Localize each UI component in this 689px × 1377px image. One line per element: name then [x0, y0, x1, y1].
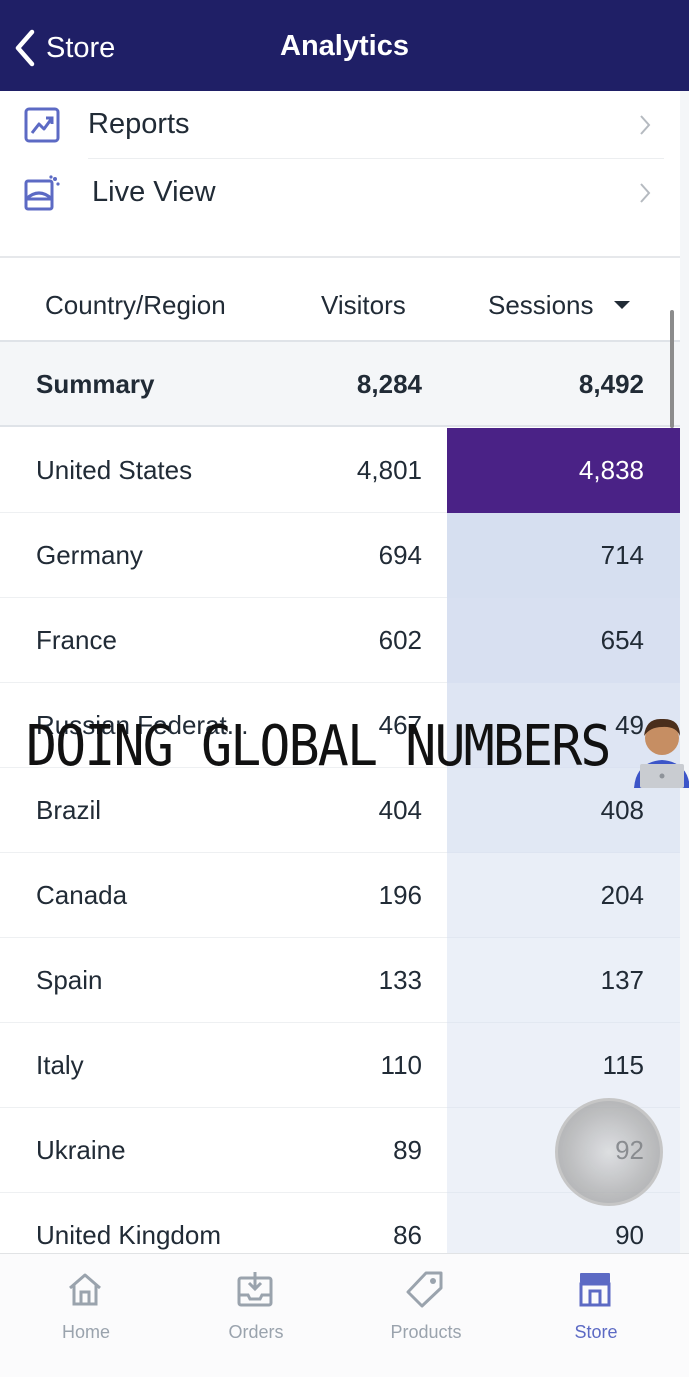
country-name: Russian Federat... [36, 710, 249, 740]
visitors-value: 110 [380, 1050, 422, 1080]
back-button[interactable]: Store [12, 26, 115, 70]
column-header-visitors[interactable]: Visitors [321, 290, 406, 320]
table-row[interactable]: Spain 133 137 [0, 938, 680, 1023]
sessions-value: 115 [602, 1050, 644, 1080]
table-row[interactable]: Russian Federat... 467 49 [0, 683, 680, 768]
sessions-heat-cell [447, 1023, 680, 1108]
tag-icon [406, 1271, 443, 1308]
tab-orders[interactable]: Orders [170, 1254, 342, 1377]
sessions-value: 137 [600, 965, 644, 995]
country-name: Ukraine [36, 1135, 126, 1165]
sessions-value: 90 [615, 1220, 644, 1250]
back-label: Store [46, 31, 116, 64]
country-name: Spain [36, 965, 103, 995]
sessions-value: 204 [600, 880, 644, 910]
store-icon [579, 1273, 611, 1307]
chevron-right-icon [640, 115, 651, 135]
sessions-heat-cell [447, 428, 680, 513]
summary-visitors: 8,284 [356, 369, 422, 399]
tab-store[interactable]: Store [510, 1254, 682, 1377]
sort-descending-icon[interactable] [614, 301, 630, 309]
visitors-value: 89 [393, 1135, 422, 1165]
menu-item-live-view[interactable]: Live View [0, 159, 680, 227]
orders-inbox-icon [237, 1272, 273, 1307]
sessions-value: 49 [615, 710, 644, 740]
country-name: United Kingdom [36, 1220, 221, 1250]
visitors-value: 694 [378, 540, 422, 570]
chevron-right-icon [640, 183, 651, 203]
sessions-heat-cell [447, 938, 680, 1023]
sessions-heat-cell [447, 598, 680, 683]
table-row[interactable]: Germany 694 714 [0, 513, 680, 598]
tab-label: Products [390, 1322, 462, 1342]
country-name: Canada [36, 880, 128, 910]
table-row[interactable]: Italy 110 115 [0, 1023, 680, 1108]
tab-home[interactable]: Home [0, 1254, 172, 1377]
summary-row: Summary 8,284 8,492 [0, 342, 680, 427]
visitors-value: 404 [378, 795, 422, 825]
visitors-value: 133 [378, 965, 422, 995]
tab-products[interactable]: Products [340, 1254, 512, 1377]
visitors-value: 602 [378, 625, 422, 655]
touch-indicator [555, 1098, 663, 1206]
home-icon [69, 1273, 101, 1306]
column-header-country[interactable]: Country/Region [45, 290, 226, 320]
tab-label: Store [574, 1322, 618, 1342]
summary-sessions: 8,492 [578, 369, 644, 399]
table-row[interactable]: France 602 654 [0, 598, 680, 683]
visitors-value: 86 [393, 1220, 422, 1250]
column-header-sessions[interactable]: Sessions [488, 290, 594, 320]
visitors-value: 4,801 [356, 455, 422, 485]
country-name: France [36, 625, 117, 655]
sessions-heat-cell [447, 768, 680, 853]
sessions-heat-cell [447, 683, 680, 768]
table-row[interactable]: Brazil 404 408 [0, 768, 680, 853]
sessions-heat-cell [447, 1193, 680, 1253]
visitors-value: 467 [378, 710, 422, 740]
sessions-value: 654 [600, 625, 644, 655]
analytics-menu: Reports Live View [0, 91, 680, 258]
country-name: Brazil [36, 795, 102, 825]
menu-item-label: Live View [92, 176, 216, 208]
navigation-bar: Store Analytics [0, 0, 689, 91]
table-row[interactable]: United States 4,801 4,838 [0, 428, 680, 513]
country-name: Italy [36, 1050, 84, 1080]
table-row[interactable]: Canada 196 204 [0, 853, 680, 938]
menu-item-reports[interactable]: Reports [0, 91, 680, 159]
sessions-value: 714 [600, 540, 644, 570]
sessions-value: 4,838 [578, 455, 644, 485]
visitors-value: 196 [378, 880, 422, 910]
table-header: Country/Region Visitors Sessions [0, 258, 680, 342]
sessions-heat-cell [447, 513, 680, 598]
country-sessions-table: Country/Region Visitors Sessions Summary… [0, 258, 680, 1253]
sessions-value: 408 [600, 795, 644, 825]
tab-label: Home [61, 1322, 110, 1342]
summary-label: Summary [36, 369, 155, 399]
country-name: United States [36, 455, 193, 485]
page-title: Analytics [280, 30, 409, 62]
sessions-heat-cell [447, 853, 680, 938]
divider [88, 158, 664, 159]
table-row[interactable]: United Kingdom 86 90 [0, 1193, 680, 1253]
tab-label: Orders [228, 1322, 284, 1342]
tab-bar: Home Orders Products Store [0, 1253, 689, 1377]
country-name: Germany [36, 540, 143, 570]
chart-trend-icon [24, 107, 60, 143]
chevron-left-icon [15, 29, 35, 67]
menu-item-label: Reports [88, 108, 190, 140]
live-view-icon [24, 175, 60, 211]
scrollbar[interactable] [670, 310, 674, 428]
